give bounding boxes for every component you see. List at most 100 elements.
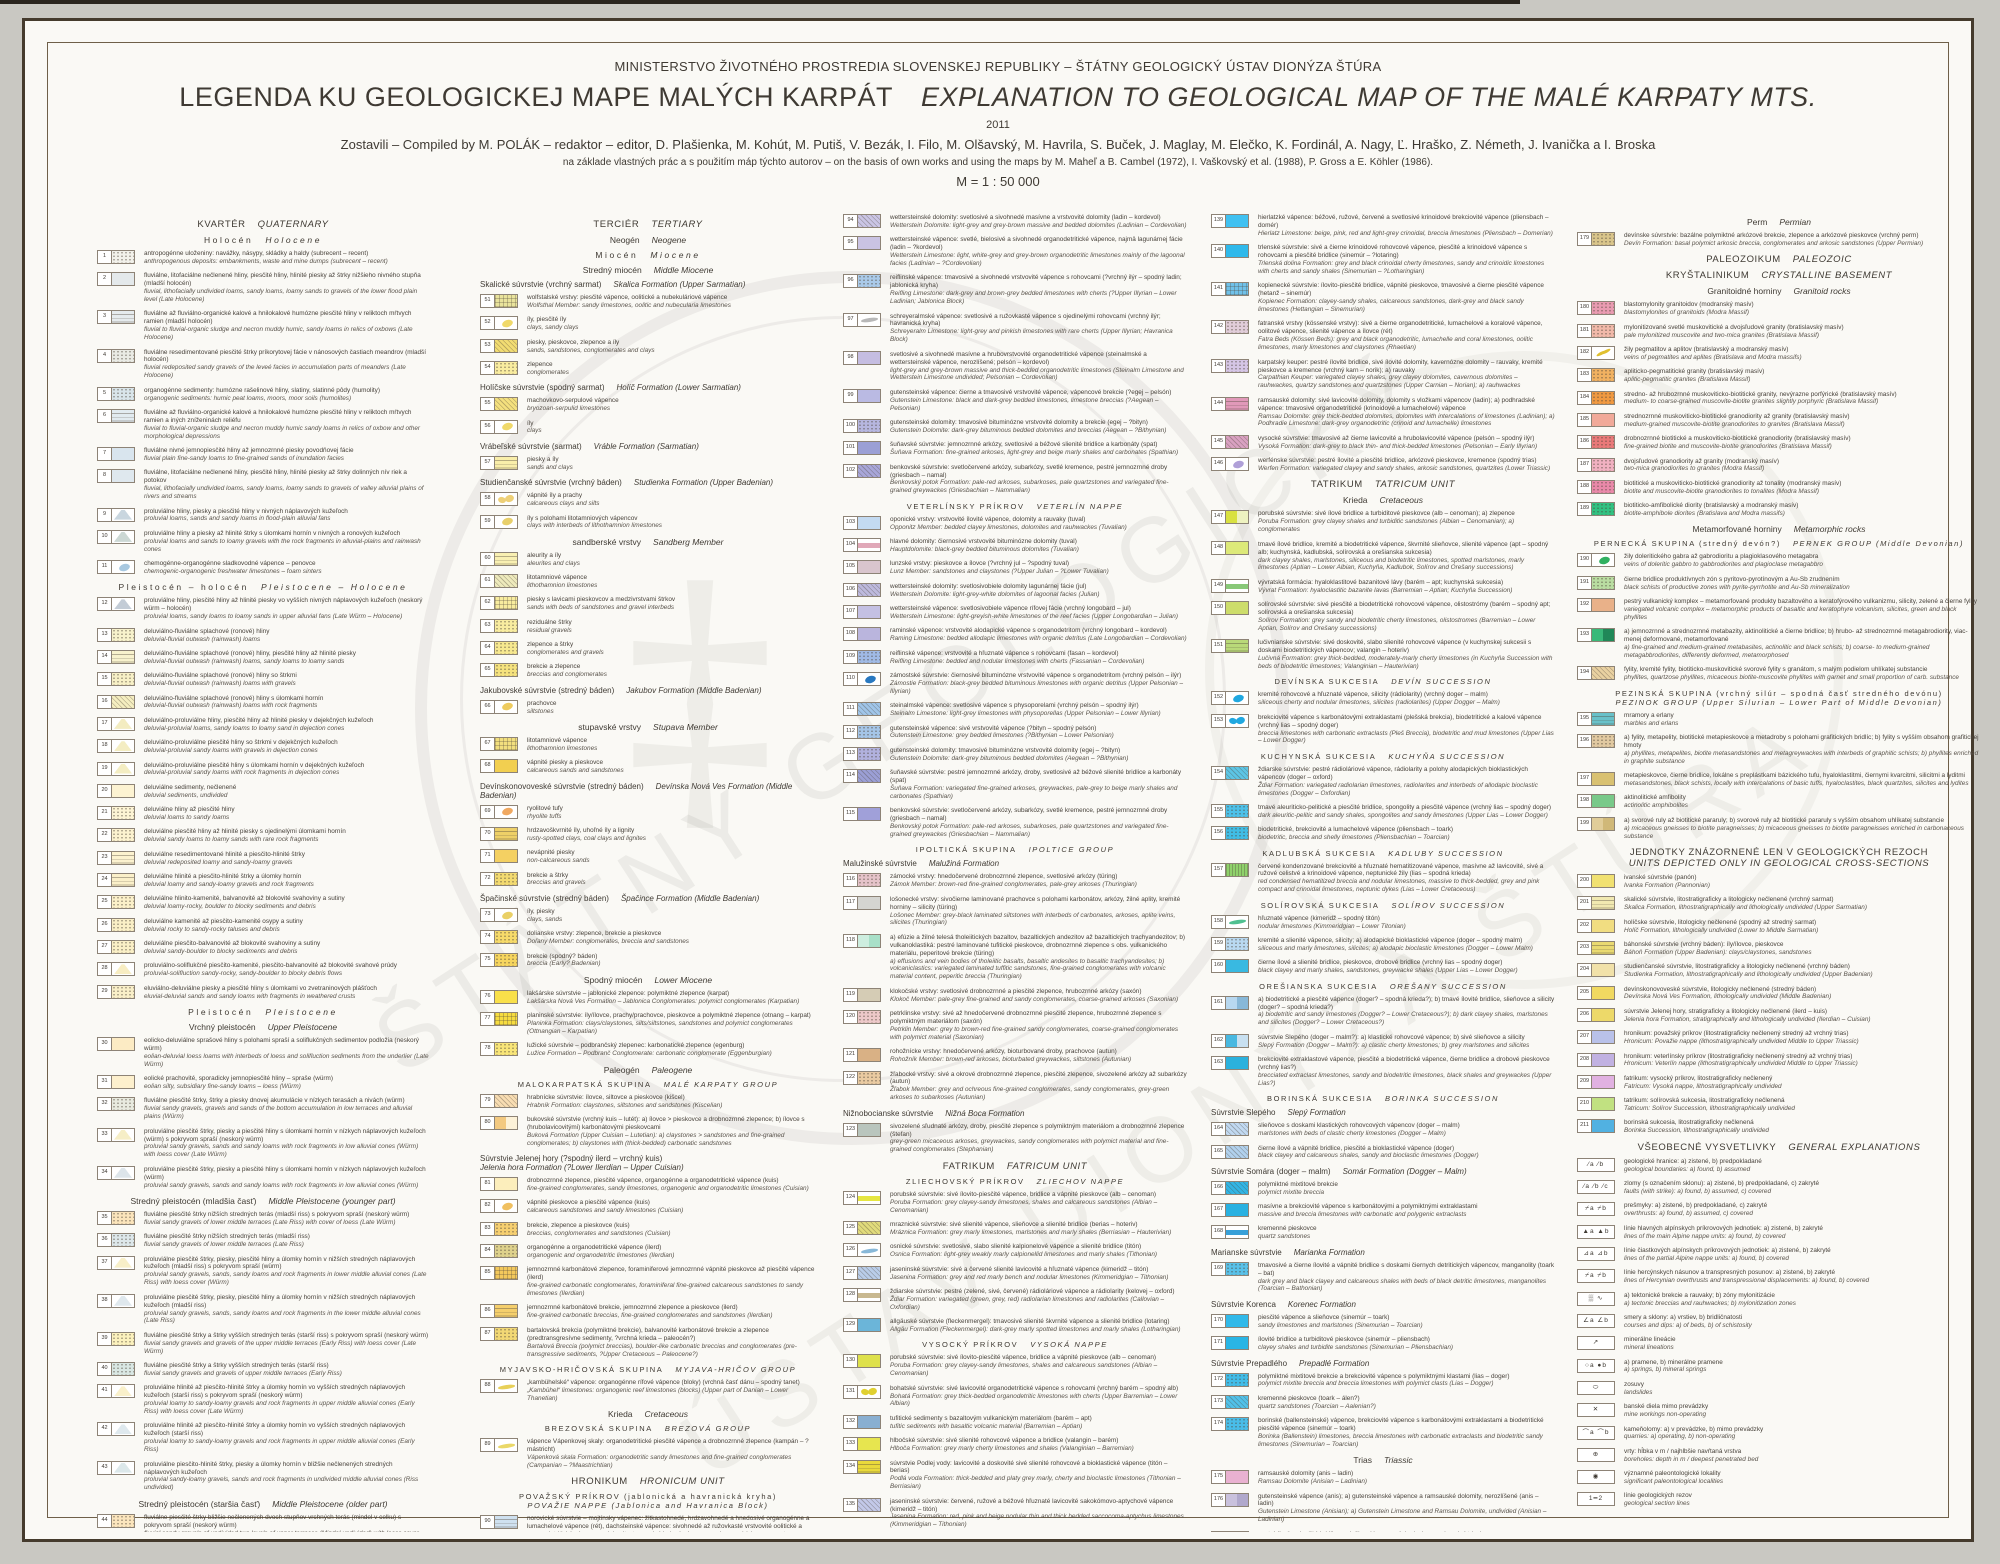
section-title-en: Granitoid rocks bbox=[1793, 286, 1851, 297]
swatch-fill bbox=[1592, 413, 1614, 426]
entry-text-en: geological section lines bbox=[1624, 1500, 1690, 1508]
section-title-sk: PEZINSKÁ SKUPINA (vrchný silúr – spodná … bbox=[1615, 688, 1943, 698]
color-swatch: 85 bbox=[480, 1266, 518, 1281]
entry-number: 6 bbox=[98, 410, 112, 422]
entry-text: vápnité pieskovce a piesčité vápence (ku… bbox=[527, 1199, 816, 1215]
entry-text: masívne a brekciovité vápence s karbonát… bbox=[1258, 1203, 1555, 1219]
entry-text: bukovské súvrstvie (vrchný kuis – lutét)… bbox=[527, 1116, 816, 1148]
legend-entry: 51 wolfstalské vrstvy: piesčité vápence, … bbox=[480, 294, 816, 310]
legend-entry: 55 machovkovo-serpulové vápence bryozoan-s… bbox=[480, 397, 816, 413]
entry-text-sk: aktinolitické amfibolity bbox=[1624, 794, 1686, 802]
entry-number: 27 bbox=[98, 941, 112, 953]
entry-text-sk: a) jemnozrnné a strednozrnné metabazity,… bbox=[1624, 628, 1968, 644]
color-swatch: 82 bbox=[480, 1199, 518, 1214]
entry-text-en: Lužice Formation – Podbranč Conglomerate… bbox=[527, 1050, 772, 1058]
swatch-fill bbox=[1592, 1008, 1614, 1021]
legend-entry: 6 fluviálne až fluviálno-organické kalové… bbox=[97, 409, 429, 441]
entry-text-en: massive and breccia limestones with carb… bbox=[1258, 1211, 1467, 1219]
section-header: Súvrstvie Jelenej hory (?spodný ilerd – … bbox=[480, 1154, 816, 1172]
legend-entry: 117 lošonecké vrstvy: sivočierne laminova… bbox=[843, 895, 1187, 928]
entry-text: sivozelené sľudnaté arkózy, droby, piesč… bbox=[890, 1123, 1187, 1155]
entry-text-sk: „kambühelské“ vápence: organogénne rífov… bbox=[527, 1378, 800, 1386]
entry-number: 185 bbox=[1578, 413, 1592, 426]
entry-text: karpatský keuper: pestré ílovité bridlic… bbox=[1258, 359, 1555, 391]
section-title-en: PALEOZOIC bbox=[1792, 254, 1852, 266]
entry-text-sk: čierne ílové a slienité bridlice, piesko… bbox=[1258, 959, 1503, 967]
entry-text-en: deluvial sediments, undivided bbox=[144, 791, 228, 799]
entry-text-en: Mráznica Formation: grey marly limestone… bbox=[890, 1228, 1172, 1236]
entry-number: 125 bbox=[844, 1221, 858, 1234]
entry-number: 82 bbox=[481, 1200, 495, 1213]
legend-entry: 25 deluviálne hlinito-kamenité, balvanovi… bbox=[97, 895, 429, 911]
color-swatch: 32 bbox=[97, 1097, 135, 1112]
swatch-fill bbox=[1592, 667, 1614, 680]
entry-text: raminské vápence: vrstvovité alodapické … bbox=[890, 627, 1187, 643]
entry-number: 187 bbox=[1578, 458, 1592, 471]
entry-text-en: metasandstones, black schists, locally w… bbox=[1624, 780, 1969, 788]
legend-entry: 122 žľabocké vrstvy: sivé a okrové drobno… bbox=[843, 1070, 1187, 1103]
color-swatch: 12 bbox=[97, 597, 135, 612]
entry-text: a) fylity, metapelity, biotitické metapi… bbox=[1624, 734, 1981, 766]
swatch-fill bbox=[495, 317, 517, 330]
swatch-fill bbox=[858, 420, 880, 433]
color-swatch: 39 bbox=[97, 1331, 135, 1346]
entry-text-sk: reziduálne štrky bbox=[527, 618, 572, 626]
entry-text-en: lines of the main Alpine nappe units: a)… bbox=[1624, 1232, 1786, 1240]
legend-entry: 22 deluviálne piesčité hliny až hlinité p… bbox=[97, 828, 429, 844]
entry-number: 130 bbox=[844, 1355, 858, 1368]
section-header: BORINSKÁ SUKCESIA BORINKA SUCCESSION bbox=[1211, 1094, 1555, 1103]
entry-text-en: a) phyllites, metapelites, biotite metas… bbox=[1624, 749, 1979, 765]
legend-entry: 60 aleurity a íly aleurites and clays bbox=[480, 551, 816, 568]
entry-text-sk: skalické súvrstvie, litostratigraficky a… bbox=[1624, 896, 1834, 904]
swatch-fill bbox=[858, 516, 880, 529]
entry-text-en: conglomerates and gravels bbox=[527, 648, 604, 656]
scan-edge-strip bbox=[0, 0, 1520, 4]
entry-text: báhonské súvrstvie (vrchný báden): íly/í… bbox=[1624, 941, 1981, 957]
entry-text-sk: polymiktné mixtitové brekcie bbox=[1258, 1180, 1338, 1188]
legend-entry: 82 vápnité pieskovce a piesčité vápence (… bbox=[480, 1199, 816, 1215]
swatch-fill bbox=[858, 351, 880, 364]
legend-entry: 201 skalické súvrstvie, litostratigrafick… bbox=[1577, 896, 1981, 912]
entry-text-en: significant paleontological localities bbox=[1624, 1478, 1724, 1486]
entry-text-en: deluvial-proluvial loams, sandy loams to… bbox=[144, 724, 345, 732]
legend-entry: 11 chemogénne-organogénne sladkovodné váp… bbox=[97, 560, 429, 576]
entry-text-en: eolian silty, subsidiary fine-sandy loam… bbox=[144, 1082, 301, 1090]
entry-number: 105 bbox=[844, 561, 858, 574]
swatch-fill bbox=[495, 1116, 517, 1129]
entry-text-en: dark clayey shales, marlstones, siliceou… bbox=[1258, 556, 1525, 572]
entry-text-en: breccia limestones with carbonatic extra… bbox=[1258, 729, 1554, 745]
entry-text: gutensteinské dolomity: tmavosivé bitumi… bbox=[890, 747, 1187, 763]
swatch-fill bbox=[495, 1305, 517, 1318]
entry-text: ramsauské dolomity: sivé lavicovité dolo… bbox=[1258, 397, 1555, 429]
entry-text: proluviálne piesčité štrky, piesky a pie… bbox=[144, 1166, 429, 1190]
entry-text: rohožnícke vrstvy: hnedočervené arkózy, … bbox=[890, 1048, 1187, 1064]
swatch-fill bbox=[1226, 1262, 1248, 1275]
entry-text-sk: biodetritické, brekciovité a lumachelové… bbox=[1258, 826, 1454, 834]
symbol-box: ▲a ▲b bbox=[1577, 1224, 1615, 1239]
entry-text-sk: žľabocké vrstvy: sivé a okrové drobnozrn… bbox=[890, 1070, 1187, 1086]
color-swatch: 14 bbox=[97, 649, 135, 664]
entry-text-sk: smery a sklony: a) vrstiev, b) bridlična… bbox=[1624, 1313, 1743, 1321]
swatch-fill bbox=[1592, 897, 1614, 910]
entry-text: werfénske súvrstvie: pestré ílovité a pi… bbox=[1258, 457, 1555, 473]
section-header: Vrábeľské súvrstvie (sarmat) Vráble Forma… bbox=[480, 442, 816, 451]
legend-entry: 203 báhonské súvrstvie (vrchný báden): íl… bbox=[1577, 940, 1981, 957]
entry-text-sk: biotiticko-amfibolické diority (bratisla… bbox=[1624, 502, 1799, 510]
entry-text-sk: brekcie, zlepence a pieskovce (kuis) bbox=[527, 1221, 630, 1229]
entry-number: 56 bbox=[481, 420, 495, 433]
color-swatch: 190 bbox=[1577, 553, 1615, 568]
legend-entry: 15 deluviálno-fluviálne splachové (ronové… bbox=[97, 672, 429, 688]
entry-text-sk: nevápnité piesky bbox=[527, 849, 575, 857]
entry-text-en: a) fine-grained and medium-grained metab… bbox=[1624, 644, 1930, 659]
legend-column-tertiary: TERCIÉR TERTIARY Neogén Neogene Miocén Miocen… bbox=[480, 214, 816, 1532]
color-swatch: 186 bbox=[1577, 435, 1615, 450]
swatch-fill bbox=[1226, 1493, 1248, 1506]
swatch-fill bbox=[112, 1461, 134, 1474]
symbol-box: 1━2 bbox=[1577, 1492, 1615, 1507]
entry-number: 183 bbox=[1578, 369, 1592, 382]
legend-entry: 132 tufitické sedimenty s bazaltovým vulk… bbox=[843, 1414, 1187, 1431]
legend-entry: 150 solírovské súvrstvie: sivé piesčité a… bbox=[1211, 601, 1555, 633]
color-swatch: 210 bbox=[1577, 1097, 1615, 1112]
swatch-fill bbox=[1592, 369, 1614, 382]
color-swatch: 139 bbox=[1211, 214, 1249, 228]
